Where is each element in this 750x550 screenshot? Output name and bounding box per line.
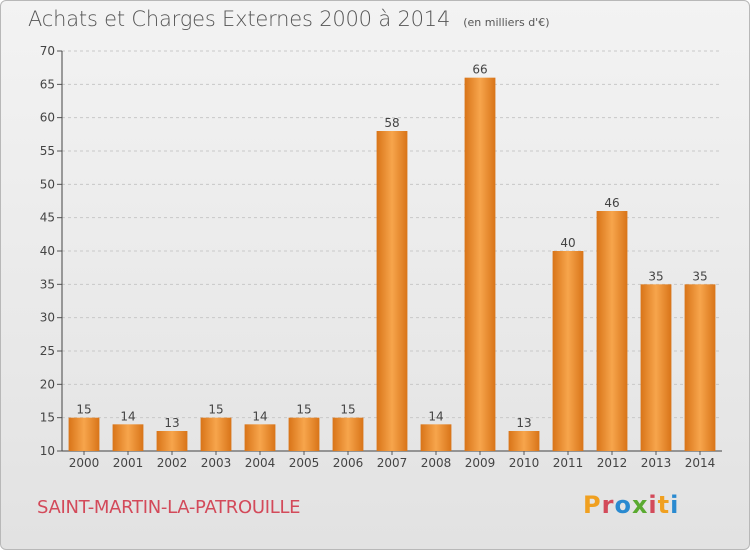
x-tick-label: 2007 bbox=[377, 456, 408, 470]
bar-value-label: 15 bbox=[76, 403, 91, 417]
bar-value-label: 15 bbox=[208, 403, 223, 417]
x-tick-label: 2009 bbox=[465, 456, 496, 470]
chart-title-text: Achats et Charges Externes 2000 à 2014 bbox=[28, 7, 451, 31]
bar bbox=[684, 284, 716, 451]
bar bbox=[552, 251, 584, 451]
logo-letter: P bbox=[583, 491, 602, 519]
y-tick-label: 35 bbox=[40, 277, 55, 291]
bar-value-label: 14 bbox=[428, 409, 443, 423]
x-tick-label: 2013 bbox=[641, 456, 672, 470]
x-tick-label: 2006 bbox=[333, 456, 364, 470]
bar bbox=[420, 424, 452, 451]
x-tick-label: 2003 bbox=[201, 456, 232, 470]
bar bbox=[376, 131, 408, 451]
bar-value-label: 66 bbox=[472, 63, 487, 77]
bar-value-label: 46 bbox=[604, 196, 619, 210]
bar-value-label: 14 bbox=[252, 409, 267, 423]
y-tick-label: 70 bbox=[40, 44, 55, 58]
x-tick-label: 2001 bbox=[113, 456, 144, 470]
y-tick-label: 25 bbox=[40, 344, 55, 358]
bar-value-label: 35 bbox=[648, 269, 663, 283]
logo-letter: o bbox=[614, 491, 632, 519]
y-tick-label: 50 bbox=[40, 177, 55, 191]
logo-letter: x bbox=[631, 491, 649, 519]
x-tick-label: 2012 bbox=[597, 456, 628, 470]
bar-value-label: 58 bbox=[384, 116, 399, 130]
y-tick-label: 15 bbox=[40, 411, 55, 425]
bar-value-label: 13 bbox=[164, 416, 179, 430]
bar bbox=[596, 211, 628, 451]
x-tick-label: 2002 bbox=[157, 456, 188, 470]
y-tick-label: 45 bbox=[40, 211, 55, 225]
x-tick-label: 2011 bbox=[553, 456, 584, 470]
x-tick-label: 2010 bbox=[509, 456, 540, 470]
logo-letter: i bbox=[648, 491, 658, 519]
bar-value-label: 35 bbox=[692, 269, 707, 283]
commune-name: SAINT-MARTIN-LA-PATROUILLE bbox=[37, 497, 301, 518]
logo-letter: t bbox=[657, 491, 671, 519]
bar bbox=[200, 417, 232, 451]
bar bbox=[332, 417, 364, 451]
x-tick-label: 2005 bbox=[289, 456, 320, 470]
x-tick-label: 2004 bbox=[245, 456, 276, 470]
logo-letter: i bbox=[670, 491, 680, 519]
bar bbox=[508, 431, 540, 451]
bar-value-label: 13 bbox=[516, 416, 531, 430]
y-tick-label: 20 bbox=[40, 377, 55, 391]
proxiti-logo: Proxiti bbox=[583, 491, 679, 519]
y-tick-label: 40 bbox=[40, 244, 55, 258]
x-tick-label: 2000 bbox=[69, 456, 100, 470]
chart-title: Achats et Charges Externes 2000 à 2014 (… bbox=[28, 7, 550, 31]
chart-unit-label: (en milliers d'€) bbox=[463, 16, 550, 29]
bar bbox=[156, 431, 188, 451]
bar bbox=[464, 77, 496, 452]
y-tick-label: 30 bbox=[40, 311, 55, 325]
bar-value-label: 14 bbox=[120, 409, 135, 423]
bar bbox=[68, 417, 100, 451]
bar-value-label: 15 bbox=[296, 403, 311, 417]
logo-letter: r bbox=[601, 491, 615, 519]
bar bbox=[112, 424, 144, 451]
bar bbox=[244, 424, 276, 451]
y-tick-label: 60 bbox=[40, 111, 55, 125]
x-tick-label: 2008 bbox=[421, 456, 452, 470]
bar bbox=[288, 417, 320, 451]
y-tick-label: 55 bbox=[40, 144, 55, 158]
bar bbox=[640, 284, 672, 451]
bar-value-label: 40 bbox=[560, 236, 575, 250]
bar-value-label: 15 bbox=[340, 403, 355, 417]
y-tick-label: 65 bbox=[40, 77, 55, 91]
y-tick-label: 10 bbox=[40, 444, 55, 458]
x-tick-label: 2014 bbox=[685, 456, 716, 470]
